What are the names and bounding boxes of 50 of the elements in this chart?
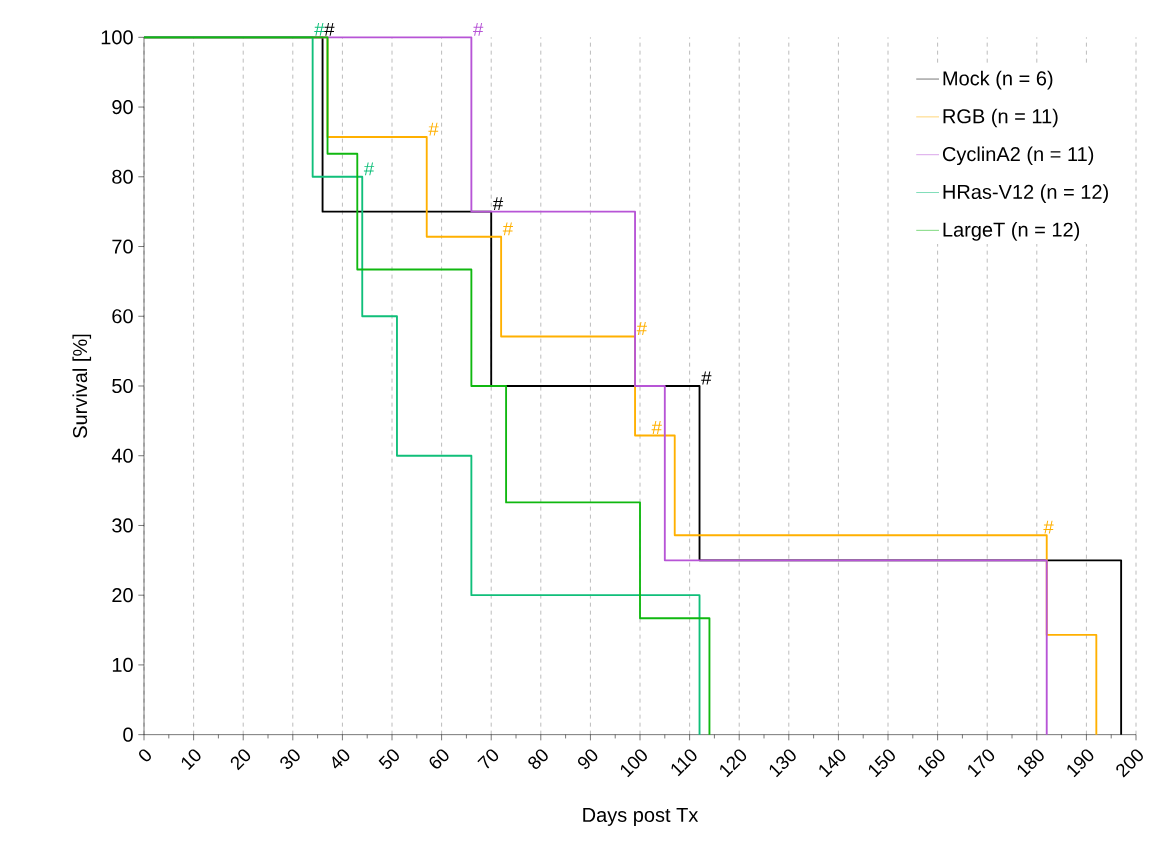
y-tick-label: 10	[112, 658, 133, 673]
y-tick-label: 70	[112, 239, 133, 254]
annotation: #	[428, 122, 439, 136]
y-tick-label: 0	[123, 727, 133, 742]
x-tick-label: 120	[720, 749, 747, 778]
y-tick-label: 100	[101, 30, 133, 45]
x-tick-label: 90	[577, 749, 598, 770]
x-tick-label: 100	[620, 749, 647, 778]
annotation: #	[363, 162, 375, 176]
annotation: #	[473, 23, 484, 36]
annotation: #	[324, 23, 335, 36]
x-tick-label: 170	[968, 749, 995, 778]
x-tick-label: 20	[230, 749, 251, 771]
legend-label: LargeT (n = 12)	[943, 222, 1080, 241]
annotation: #	[651, 421, 662, 435]
annotation: #	[701, 371, 712, 385]
y-tick-label: 60	[112, 309, 133, 324]
x-tick-label: 160	[918, 749, 945, 778]
x-tick-label: 80	[528, 749, 548, 770]
x-tick-label: 140	[819, 749, 846, 778]
annotation: #	[502, 222, 514, 236]
x-tick-label: 130	[769, 749, 796, 778]
y-tick-label: 80	[112, 169, 133, 185]
y-tick-label: 90	[112, 100, 133, 115]
x-tick-label: 190	[1067, 749, 1094, 778]
y-tick-label: 20	[112, 588, 133, 603]
annotation: #	[1043, 521, 1054, 534]
legend-label: HRas-V12 (n = 12)	[943, 184, 1108, 204]
legend-label: RGB (n = 11)	[943, 108, 1058, 128]
x-tick-label: 150	[868, 749, 895, 778]
annotation: #	[314, 23, 325, 36]
y-tick-label: 50	[112, 379, 133, 394]
y-tick-label: 40	[111, 448, 133, 463]
x-tick-label: 40	[332, 749, 350, 769]
x-tick-label: 60	[429, 749, 449, 769]
annotation: #	[636, 322, 647, 336]
x-tick-label: 180	[1017, 749, 1044, 778]
y-tick-label: 30	[112, 518, 133, 533]
legend-label: CyclinA2 (n = 11)	[942, 146, 1094, 166]
legend-label: Mock (n = 6)	[943, 70, 1053, 90]
x-tick-label: 110	[671, 749, 697, 777]
annotation: #	[492, 197, 504, 211]
y-axis-title: Survival [%]	[72, 334, 92, 439]
x-tick-label: 10	[181, 749, 201, 771]
x-tick-label: 200	[1116, 749, 1143, 778]
x-tick-label: 70	[477, 749, 499, 769]
x-tick-label: 0	[139, 749, 151, 762]
x-axis-title: Days post Tx	[583, 808, 699, 827]
x-tick-label: 30	[280, 749, 300, 770]
x-tick-label: 50	[378, 749, 399, 770]
